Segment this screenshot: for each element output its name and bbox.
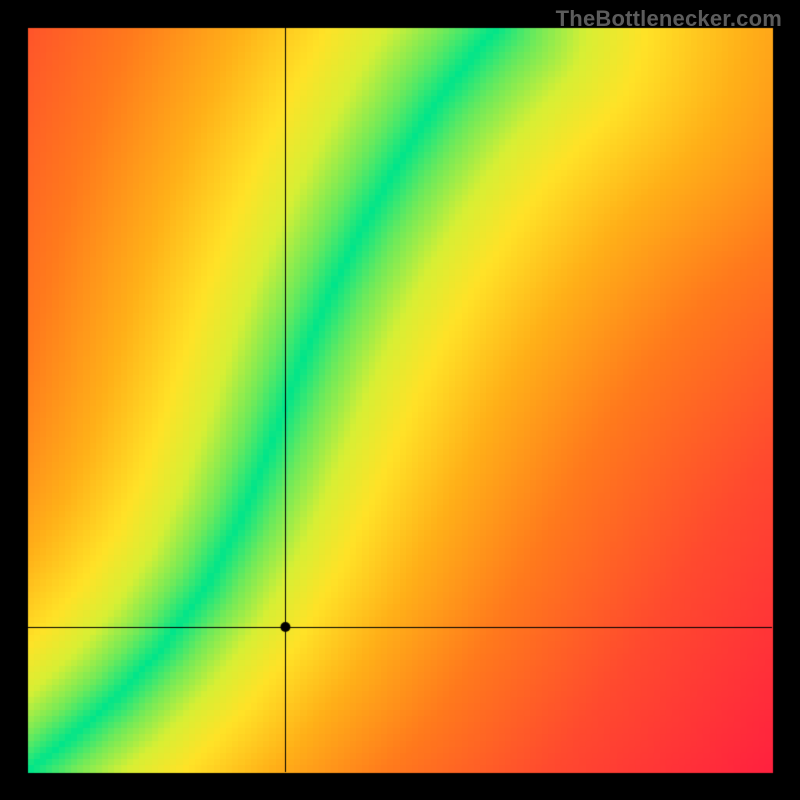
watermark-text: TheBottlenecker.com bbox=[556, 6, 782, 32]
bottleneck-heatmap bbox=[0, 0, 800, 800]
